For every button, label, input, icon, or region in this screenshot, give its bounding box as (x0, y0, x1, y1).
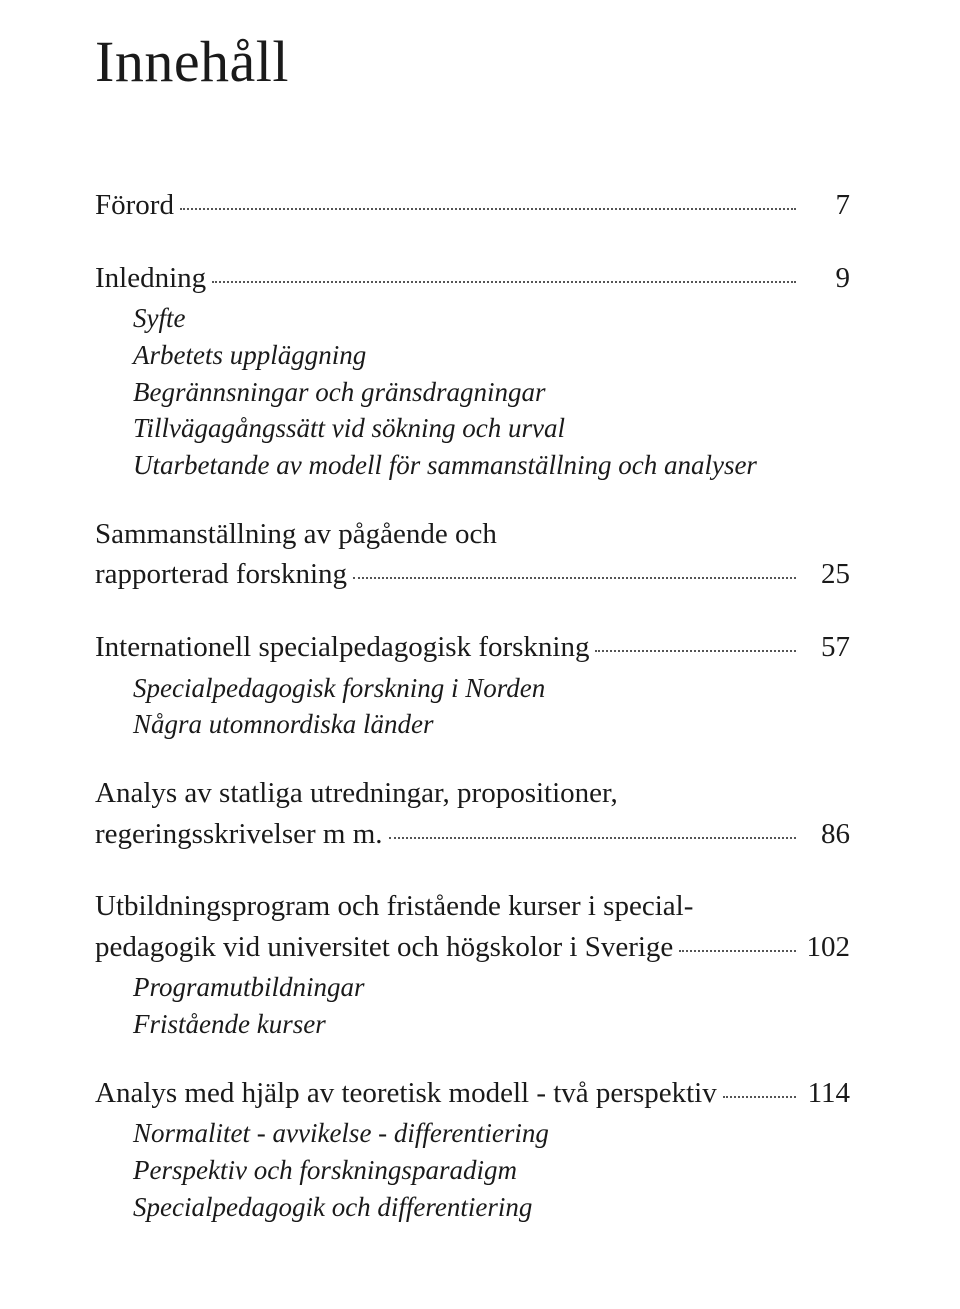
toc-dot-leader (723, 1096, 796, 1098)
toc-entry-page: 7 (802, 185, 850, 226)
toc-subentry: Perspektiv och forskningsparadigm (133, 1152, 850, 1189)
toc-entry-page: 114 (802, 1073, 850, 1114)
toc-entry: Internationell specialpedagogisk forskni… (95, 627, 850, 668)
toc-dot-leader (180, 208, 796, 210)
toc-entry: Analys med hjälp av teoretisk modell - t… (95, 1073, 850, 1114)
toc-page: Innehåll Förord 7 Inledning 9 Syfte Arbe… (0, 0, 960, 1309)
toc-subentry: Begrännsningar och gränsdragningar (133, 374, 850, 411)
toc-entry-label: Inledning (95, 258, 206, 299)
toc-entry-page: 9 (802, 258, 850, 299)
toc-subentry: Specialpedagogik och differentiering (133, 1189, 850, 1226)
toc-subentry: Fristående kurser (133, 1006, 850, 1043)
toc-entry-page: 57 (802, 627, 850, 668)
toc-entry-label: pedagogik vid universitet och högskolor … (95, 927, 673, 968)
toc-entry-line1: Utbildningsprogram och fristående kurser… (95, 886, 850, 927)
toc-entry-label: Analys med hjälp av teoretisk modell - t… (95, 1073, 717, 1114)
toc-entry: Förord 7 (95, 185, 850, 226)
toc-dot-leader (353, 577, 796, 579)
toc-subentry: Syfte (133, 300, 850, 337)
toc-entry-page: 25 (802, 554, 850, 595)
toc-entry: regeringsskrivelser m m. 86 (95, 814, 850, 855)
toc-entry-label: Internationell specialpedagogisk forskni… (95, 627, 589, 668)
toc-entry: pedagogik vid universitet och högskolor … (95, 927, 850, 968)
toc-entry-label: regeringsskrivelser m m. (95, 814, 383, 855)
toc-subentry: Specialpedagogisk forskning i Norden (133, 670, 850, 707)
toc-entry-line1: Analys av statliga utredningar, proposit… (95, 773, 850, 814)
toc-dot-leader (679, 950, 796, 952)
toc-subentry: Tillvägagångssätt vid sökning och urval (133, 410, 850, 447)
toc-dot-leader (389, 837, 796, 839)
toc-entry-label: Förord (95, 185, 174, 226)
toc-subentry: Normalitet - avvikelse - differentiering (133, 1115, 850, 1152)
toc-entry: Inledning 9 (95, 258, 850, 299)
toc-dot-leader (595, 650, 796, 652)
toc-entry-page: 102 (802, 927, 850, 968)
toc-subentry: Arbetets uppläggning (133, 337, 850, 374)
toc-title: Innehåll (95, 28, 850, 95)
toc-entry-label: rapporterad forskning (95, 554, 347, 595)
toc-entry: rapporterad forskning 25 (95, 554, 850, 595)
toc-entry-line1: Sammanställning av pågående och (95, 514, 850, 555)
toc-subentry: Programutbildningar (133, 969, 850, 1006)
toc-dot-leader (212, 281, 796, 283)
toc-subentry: Utarbetande av modell för sammanställnin… (133, 447, 850, 484)
toc-subentry: Några utomnordiska länder (133, 706, 850, 743)
toc-entry-page: 86 (802, 814, 850, 855)
